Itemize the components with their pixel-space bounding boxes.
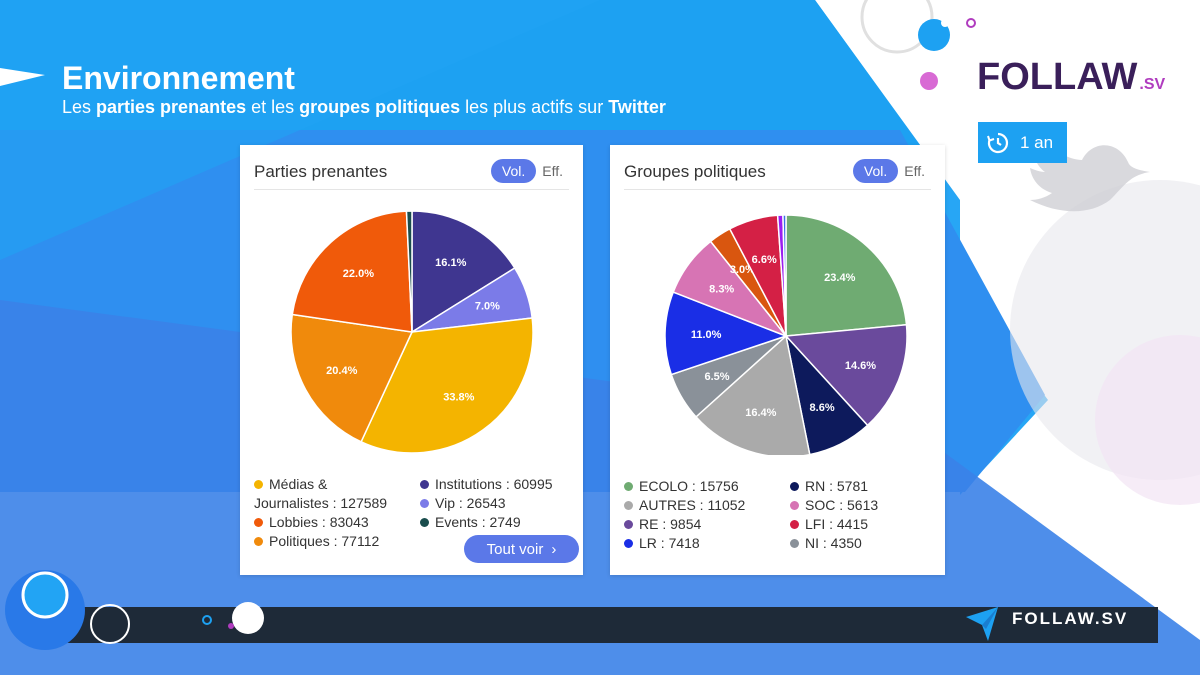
card-header: Parties prenantes Vol. Eff.	[254, 159, 569, 190]
pie-chart-groupes-politiques: 23.4% 14.6% 8.6% 16.4% 6.5% 11.0% 8.3% 3.0%6.6%	[664, 214, 908, 455]
pie-slice-label: 6.5%	[704, 371, 729, 383]
page-title: Environnement	[62, 60, 295, 96]
legend-item: Lobbies : 83043	[254, 513, 369, 532]
pie-slice-label: 20.4%	[326, 365, 357, 377]
pie-slice-label: 7.0%	[475, 301, 500, 313]
toggle-vol[interactable]: Vol.	[490, 159, 537, 183]
legend-item: AUTRES : 11052	[624, 496, 745, 515]
volume-effectif-toggle: Vol. Eff.	[490, 159, 569, 183]
legend-dot	[790, 519, 799, 529]
legend-item: Events : 2749	[420, 513, 521, 532]
pie-slice-label: 8.3%	[709, 284, 734, 296]
legend-item: Politiques : 77112	[254, 532, 379, 551]
pie-slice-label: 23.4%	[824, 272, 855, 284]
pie-slice-label: 6.6%	[752, 254, 777, 266]
pie-slice-label: 33.8%	[443, 392, 474, 404]
legend-dot	[624, 481, 633, 491]
legend-dot	[790, 481, 799, 491]
pie-slice-label: 14.6%	[845, 360, 876, 372]
legend-dot	[420, 479, 429, 489]
legend-item: Institutions : 60995	[420, 475, 553, 494]
legend-item: LFI : 4415	[790, 515, 868, 534]
clock-history-icon	[987, 132, 1009, 153]
legend-item: ECOLO : 15756	[624, 477, 739, 496]
volume-effectif-toggle: Vol. Eff.	[852, 159, 931, 183]
pie-slice[interactable]	[290, 313, 414, 443]
legend-dot	[420, 517, 429, 527]
legend-dot	[420, 498, 429, 508]
pie-slice[interactable]	[411, 210, 516, 334]
pie-slice-label: 16.4%	[745, 407, 776, 419]
tout-voir-button[interactable]: Tout voir ›	[464, 535, 579, 563]
pie-slice-label: 16.1%	[435, 257, 466, 269]
legend-item: Journalistes : 127589	[254, 495, 388, 511]
footer-brand: FOLLAW.SV	[1012, 609, 1129, 628]
legend-groupes-politiques: ECOLO : 15756 AUTRES : 11052 RE : 9854 L…	[624, 475, 934, 555]
legend-dot	[624, 538, 633, 548]
legend-item: NI : 4350	[790, 534, 862, 553]
period-label: 1 an	[1020, 132, 1054, 152]
toggle-eff[interactable]: Eff.	[542, 163, 563, 179]
legend-item: Médias &	[254, 475, 327, 494]
chevron-right-icon: ›	[551, 540, 557, 558]
legend-dot	[624, 500, 633, 510]
pie-slice[interactable]	[694, 334, 811, 455]
pie-slice-label: 11.0%	[691, 329, 722, 341]
legend-item: Vip : 26543	[420, 494, 506, 513]
legend-dot	[790, 500, 799, 510]
pie-chart-parties-prenantes: 16.1% 7.0% 33.8% 20.4% 22.0%	[290, 210, 534, 454]
pie-slice-label: 8.6%	[810, 402, 835, 414]
pie-slice[interactable]	[782, 214, 787, 337]
pie-slice[interactable]	[664, 291, 789, 376]
card-parties-prenantes: Parties prenantes Vol. Eff. 16.1% 7.0% 33.…	[240, 145, 583, 575]
legend-item: LR : 7418	[624, 534, 700, 553]
legend-dot	[254, 479, 263, 489]
toggle-vol[interactable]: Vol.	[852, 159, 899, 183]
legend-item: RE : 9854	[624, 515, 701, 534]
legend-dot	[624, 519, 633, 529]
pie-slice[interactable]	[291, 210, 413, 333]
legend-dot	[790, 538, 799, 548]
toggle-eff[interactable]: Eff.	[904, 163, 925, 179]
pie-slice[interactable]	[784, 323, 908, 427]
pie-slice[interactable]	[785, 214, 908, 337]
card-header: Groupes politiques Vol. Eff.	[624, 159, 931, 190]
pie-slice[interactable]	[405, 210, 413, 333]
period-button[interactable]: 1 an	[978, 122, 1067, 163]
legend-item: RN : 5781	[790, 477, 868, 496]
pie-slice-label: 3.0%	[730, 264, 755, 276]
card-groupes-politiques: Groupes politiques Vol. Eff. 23.4% 14.6% 8…	[610, 145, 945, 575]
page-subtitle: Les parties prenantes et les groupes pol…	[62, 97, 666, 117]
pie-slice-label: 22.0%	[343, 268, 374, 280]
legend-item: SOC : 5613	[790, 496, 878, 515]
card-title: Parties prenantes	[254, 162, 388, 181]
follaw-logo: FOLLAW .SV	[977, 56, 1166, 98]
legend-dot	[254, 517, 263, 527]
legend-dot	[254, 536, 263, 546]
card-title: Groupes politiques	[624, 162, 766, 181]
pie-slice[interactable]	[360, 317, 534, 454]
legend-parties-prenantes: Médias & Journalistes : 127589 Lobbies :…	[254, 475, 574, 555]
